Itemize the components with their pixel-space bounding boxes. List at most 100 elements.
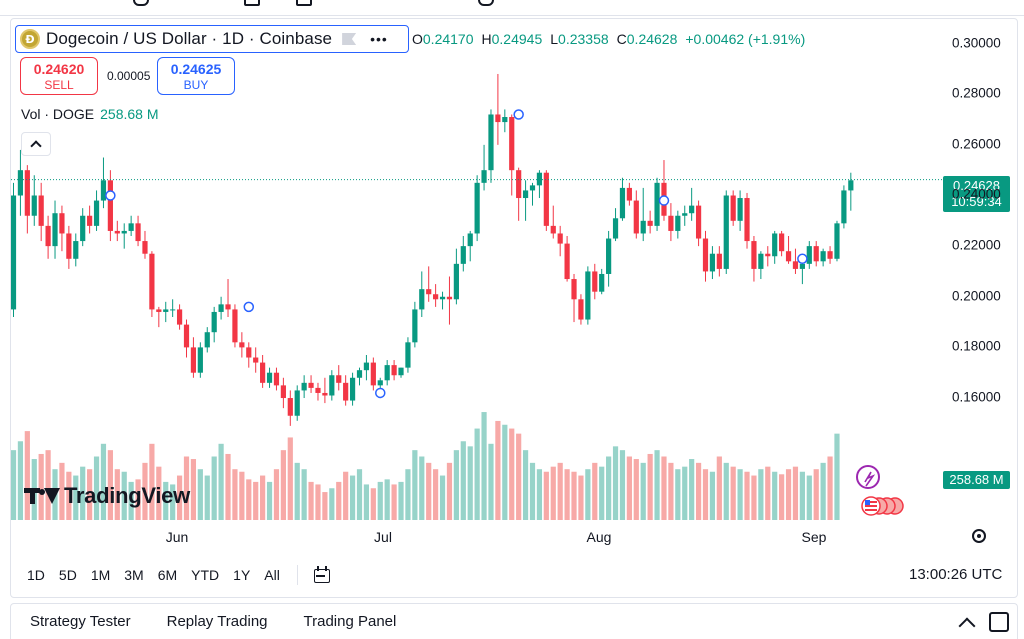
tab-trading-panel[interactable]: Trading Panel: [303, 613, 397, 630]
volume-bar: [495, 420, 501, 520]
candle-body: [772, 233, 778, 257]
toolbar-layout-icon[interactable]: [296, 0, 312, 6]
candle-body: [426, 289, 432, 295]
collapse-legend-button[interactable]: [21, 132, 51, 156]
chart-pane[interactable]: [10, 18, 1018, 598]
expand-panel-chevron-icon[interactable]: [957, 612, 977, 632]
volume-bar: [142, 462, 148, 520]
events-overlay[interactable]: [853, 462, 905, 520]
volume-bar: [398, 481, 404, 520]
range-5d-button[interactable]: 5D: [58, 567, 77, 583]
volume-bar: [218, 443, 224, 520]
volume-bar: [11, 450, 17, 520]
volume-bar: [509, 428, 515, 520]
volume-bar: [17, 441, 24, 520]
candle-body: [266, 372, 273, 383]
gear-icon: [972, 529, 986, 543]
candle-body: [204, 332, 210, 348]
candle-body: [571, 279, 577, 300]
low-label: L: [550, 31, 559, 47]
candle-body: [315, 387, 321, 393]
candle-body: [301, 382, 307, 391]
volume-bar: [253, 481, 259, 520]
candle-body: [218, 304, 224, 312]
volume-bar: [543, 471, 549, 520]
volume-bar: [460, 441, 466, 520]
candle-body: [225, 304, 231, 310]
candle-body: [419, 289, 425, 310]
volume-bar: [446, 462, 453, 520]
volume-bar: [260, 475, 266, 520]
range-ytd-button[interactable]: YTD: [191, 567, 220, 583]
volume-bar: [522, 450, 529, 520]
buy-price: 0.24625: [170, 61, 222, 77]
volume-bar: [529, 462, 536, 520]
volume-bar: [225, 453, 231, 520]
candle-body: [460, 246, 466, 264]
bar-countdown: 10:59:34: [951, 194, 1002, 209]
candle-body: [260, 362, 266, 383]
candle-body: [135, 223, 141, 242]
candle-body: [322, 392, 328, 396]
volume-bar: [391, 484, 397, 520]
candle-body: [52, 213, 58, 247]
volume-bar: [467, 446, 473, 520]
volume-bar: [668, 462, 674, 520]
volume-bar: [190, 459, 197, 520]
tradingview-logo[interactable]: TradingView: [24, 483, 190, 509]
candle-body: [702, 238, 709, 272]
volume-bar: [412, 450, 418, 520]
candle-body: [543, 172, 549, 226]
volume-bar: [661, 456, 667, 520]
volume-bar: [606, 456, 612, 520]
price-chart[interactable]: [11, 19, 1017, 597]
go-to-date-icon[interactable]: [312, 566, 332, 584]
volume-bar: [273, 469, 280, 520]
price-axis-label: 0.28000: [952, 85, 1001, 101]
tab-strategy-tester[interactable]: Strategy Tester: [30, 613, 131, 630]
range-3m-button[interactable]: 3M: [124, 567, 144, 583]
volume-bar: [363, 484, 370, 520]
price-axis-label: 0.20000: [952, 288, 1001, 304]
event-icons[interactable]: [853, 462, 905, 520]
volume-bar: [834, 433, 840, 520]
volume-bar: [772, 471, 778, 520]
candle-body: [550, 225, 556, 234]
symbol-selector[interactable]: Ð Dogecoin / US Dollar · 1D · Coinbase •…: [15, 25, 409, 53]
volume-bar: [709, 471, 716, 520]
toolbar-circle-icon[interactable]: [133, 0, 149, 6]
tab-replay-trading[interactable]: Replay Trading: [166, 613, 268, 630]
candle-body: [633, 200, 639, 234]
volume-bar: [585, 469, 591, 520]
candle-body: [564, 243, 570, 280]
candle-body: [156, 309, 162, 312]
volume-bar: [640, 462, 646, 520]
event-marker-icon: [797, 253, 808, 265]
sell-button[interactable]: 0.24620 SELL: [20, 57, 98, 95]
chart-settings-button[interactable]: [970, 527, 988, 545]
event-marker-icon: [105, 190, 116, 201]
candle-body: [73, 241, 79, 259]
range-1d-button[interactable]: 1D: [27, 567, 45, 583]
toolbar-indicator-icon[interactable]: [244, 0, 260, 6]
toolbar-alert-icon[interactable]: [478, 0, 494, 6]
candle-body: [799, 263, 805, 269]
volume-bar: [716, 456, 722, 520]
volume-bar: [246, 479, 252, 520]
candle-body: [190, 347, 197, 373]
maximize-panel-icon[interactable]: [989, 612, 1009, 632]
candle-body: [363, 362, 370, 371]
range-1y-button[interactable]: 1Y: [233, 567, 251, 583]
buy-button[interactable]: 0.24625 BUY: [157, 57, 235, 95]
volume-bar: [578, 475, 584, 520]
range-6m-button[interactable]: 6M: [157, 567, 178, 583]
more-options-icon[interactable]: •••: [370, 31, 388, 47]
range-1m-button[interactable]: 1M: [90, 567, 111, 583]
clock-utc[interactable]: 13:00:26 UTC: [909, 566, 1003, 583]
range-all-button[interactable]: All: [264, 567, 280, 583]
volume-bar: [619, 450, 626, 520]
volume-legend[interactable]: Vol · DOGE 258.68 M: [21, 106, 159, 122]
volume-bar: [675, 469, 681, 520]
flag-icon[interactable]: [342, 33, 357, 45]
